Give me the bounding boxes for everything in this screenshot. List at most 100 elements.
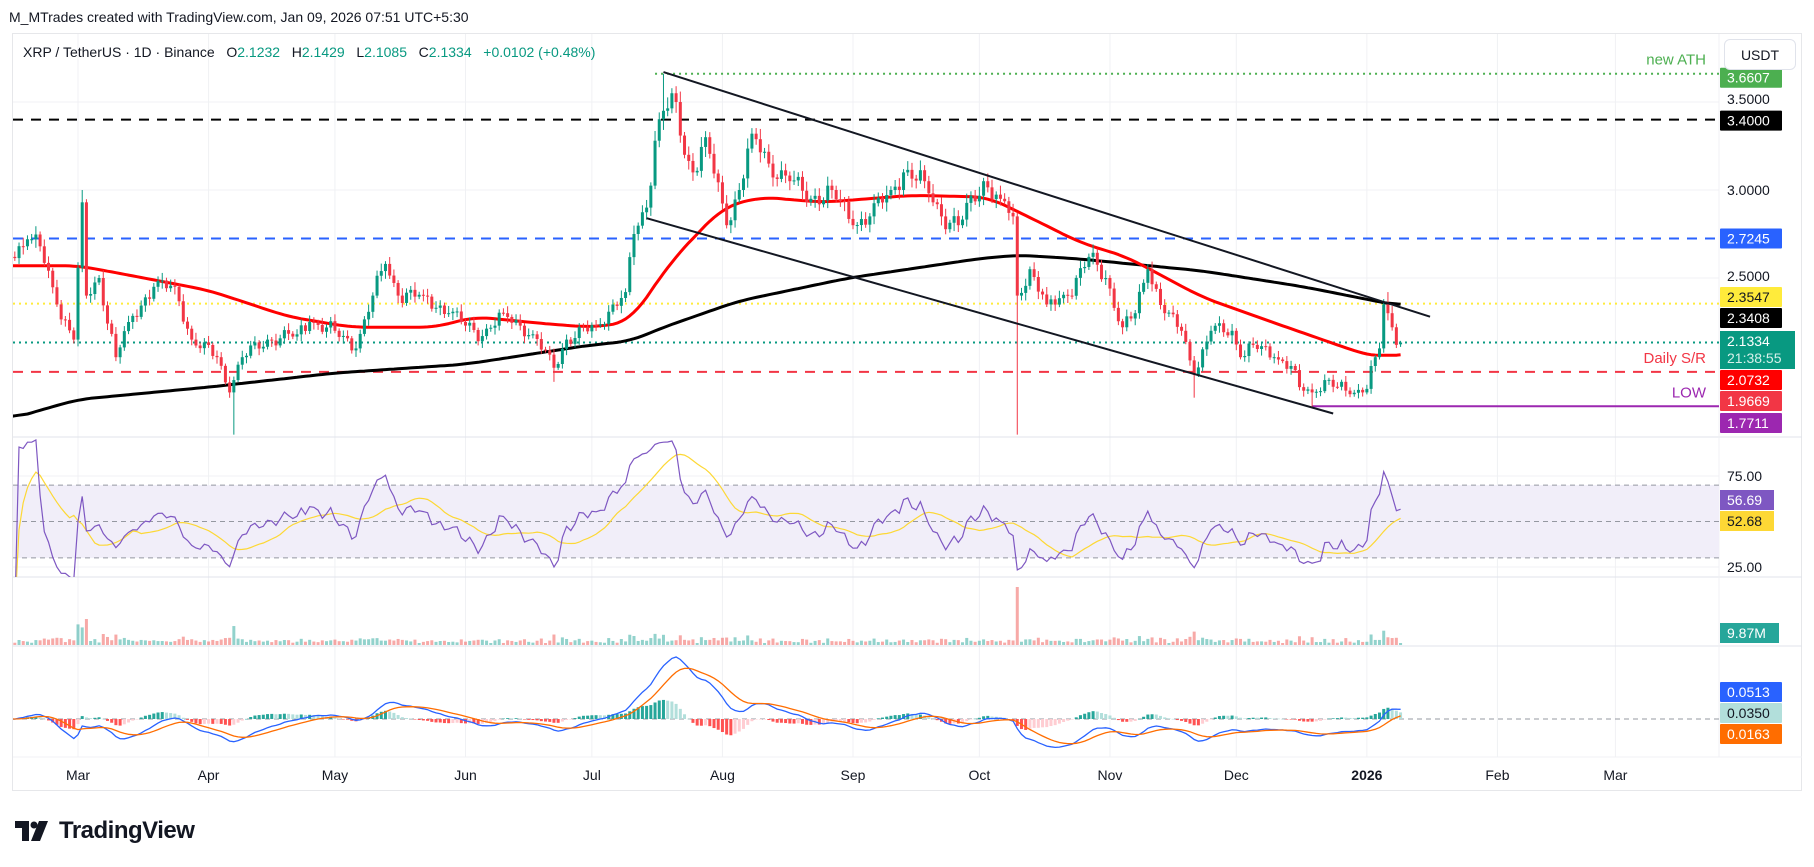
volume-bar [1272, 641, 1276, 645]
rsi-tick: 75.00 [1727, 468, 1762, 484]
candle-body [1302, 387, 1306, 391]
sr-price-tag: 1.9669 [1720, 391, 1782, 411]
macd-histogram-bar [72, 719, 76, 730]
candle-body [771, 163, 775, 178]
candle [784, 163, 788, 184]
macd-histogram-bar [670, 701, 674, 719]
macd-histogram-bar [1167, 718, 1171, 719]
candle [371, 292, 375, 318]
candle [135, 309, 139, 322]
candle-body [455, 311, 459, 313]
candle [282, 326, 286, 344]
macd-histogram-bar [931, 718, 935, 720]
candle [1074, 275, 1078, 300]
macd-histogram-bar [1352, 717, 1356, 719]
candle [1302, 383, 1306, 397]
macd-histogram-bar [110, 719, 114, 723]
candle-body [13, 256, 17, 259]
candle [152, 282, 156, 302]
candle [1390, 305, 1394, 331]
volume-bar [341, 641, 345, 645]
candle-body [1108, 278, 1112, 289]
candle-body [186, 321, 190, 329]
candle-body [1361, 389, 1365, 393]
candle-body [434, 307, 438, 309]
candle [830, 179, 834, 199]
candle [194, 332, 198, 348]
candle [325, 324, 329, 338]
macd-histogram-bar [1209, 719, 1213, 720]
candle [1100, 260, 1104, 282]
volume-bar [55, 637, 59, 645]
candle-body [1133, 313, 1137, 319]
volume-bar [712, 637, 716, 645]
candle [581, 323, 585, 332]
candle-body [354, 348, 358, 351]
macd-histogram-bar [329, 716, 333, 719]
candle-body [1297, 370, 1301, 388]
candle-body [1142, 282, 1146, 292]
candle-body [847, 201, 851, 219]
candle [34, 226, 38, 248]
candle-body [1222, 323, 1226, 333]
macd-histogram-bar [1297, 719, 1301, 721]
volume-bar [956, 640, 960, 645]
candle [687, 146, 691, 170]
macd-histogram-bar [531, 719, 535, 721]
macd-histogram-bar [337, 718, 341, 720]
volume-bar [674, 640, 678, 645]
volume-bar [362, 639, 366, 645]
volume-bar [1095, 639, 1099, 645]
volume-bar [577, 638, 581, 645]
volume-bar [1289, 640, 1293, 645]
candle-body [236, 364, 240, 381]
resistance-price-tag: 2.7245 [1720, 228, 1782, 249]
candle-body [202, 342, 206, 349]
volume-bar [105, 636, 109, 645]
candle [97, 275, 101, 286]
volume-bar [1066, 641, 1070, 645]
candle [354, 342, 358, 357]
time-tick: Nov [1097, 767, 1122, 783]
volume-bar [190, 639, 194, 645]
currency-button[interactable]: USDT [1724, 39, 1796, 70]
candle [952, 207, 956, 232]
candle [640, 205, 644, 229]
volume-bar [1167, 643, 1171, 645]
candle [308, 315, 312, 335]
ma200-price-tag-text: 2.3408 [1727, 310, 1770, 326]
candle [1352, 389, 1356, 397]
macd-histogram-bar [918, 714, 922, 719]
volume-bar [729, 641, 733, 645]
candle [813, 188, 817, 208]
candle [885, 185, 889, 212]
candle-body [421, 294, 425, 296]
candle [413, 282, 417, 303]
candle [337, 328, 341, 342]
macd-histogram-bar [489, 719, 493, 722]
macd-histogram-bar [1108, 715, 1112, 719]
time-tick: 2026 [1351, 767, 1382, 783]
volume-bar [876, 642, 880, 645]
volume-bar [1028, 639, 1032, 645]
macd-histogram-bar [977, 717, 981, 719]
candle [215, 350, 219, 364]
candle-body [704, 137, 708, 147]
volume-bar [1247, 638, 1251, 645]
volume-bar [746, 635, 750, 645]
volume-bar [636, 640, 640, 645]
macd-histogram-bar [1394, 710, 1398, 719]
candle [299, 319, 303, 342]
macd-histogram-bar [1083, 713, 1087, 719]
candle-body [598, 324, 602, 326]
volume-bar [569, 642, 573, 645]
candle-body [708, 137, 712, 154]
candle-body [1024, 285, 1028, 293]
macd-histogram-bar [299, 714, 303, 719]
candle [1180, 323, 1184, 336]
macd-histogram-bar [1382, 708, 1386, 719]
volume-bar [68, 639, 72, 645]
candle [143, 294, 147, 312]
